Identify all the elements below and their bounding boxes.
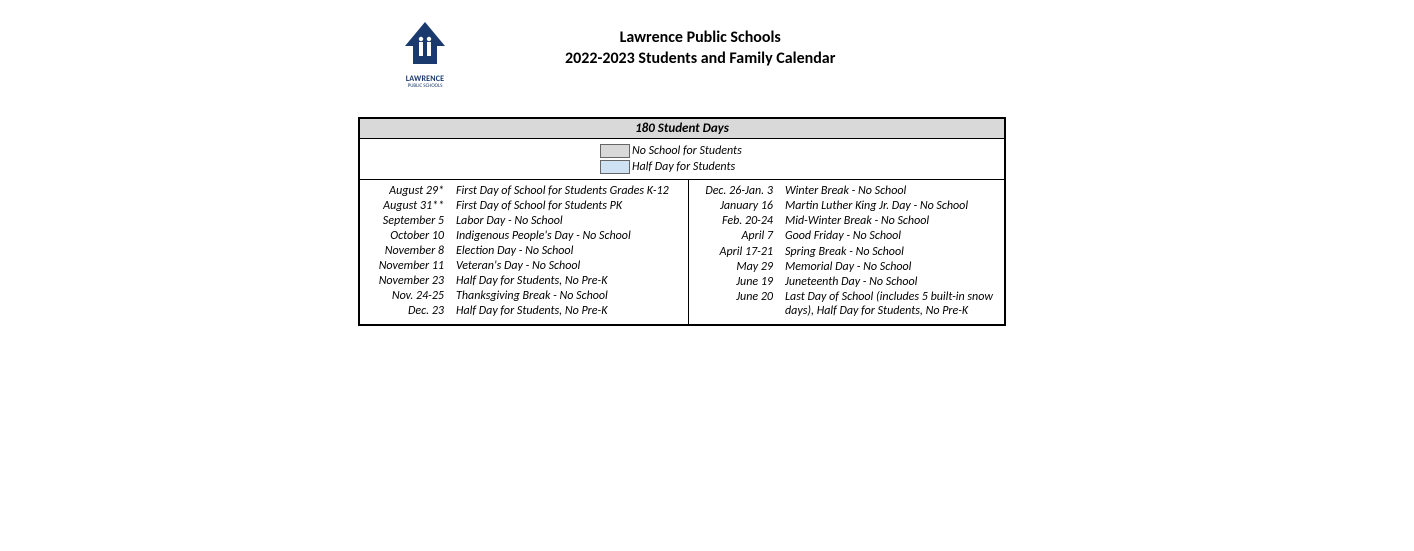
event-description: Thanksgiving Break - No School <box>456 289 684 303</box>
logo-icon <box>401 20 449 72</box>
event-description: Good Friday - No School <box>785 229 1000 243</box>
event-date: October 10 <box>364 229 456 243</box>
district-logo: LAWRENCE PUBLIC SCHOOLS <box>395 20 455 89</box>
legend-no-school-label: No School for Students <box>632 144 742 158</box>
event-description: Half Day for Students, No Pre-K <box>456 304 684 318</box>
legend-no-school: No School for Students <box>360 143 1004 159</box>
event-description: Martin Luther King Jr. Day - No School <box>785 199 1000 213</box>
legend-half-day: Half Day for Students <box>360 159 1004 175</box>
event-date: September 5 <box>364 214 456 228</box>
event-description: First Day of School for Students Grades … <box>456 184 684 198</box>
event-date: Dec. 26-Jan. 3 <box>693 184 785 198</box>
event-date: June 19 <box>693 275 785 289</box>
event-date: November 11 <box>364 259 456 273</box>
calendar-document: LAWRENCE PUBLIC SCHOOLS Lawrence Public … <box>0 20 1414 326</box>
event-description: Mid-Winter Break - No School <box>785 214 1000 228</box>
calendar-table: 180 Student Days No School for Students … <box>358 117 1006 326</box>
event-date: November 8 <box>364 244 456 258</box>
event-description: Election Day - No School <box>456 244 684 258</box>
event-description: Labor Day - No School <box>456 214 684 228</box>
org-name: Lawrence Public Schools <box>565 28 835 47</box>
event-description: Juneteenth Day - No School <box>785 275 1000 289</box>
event-date: June 20 <box>693 290 785 318</box>
event-date: May 29 <box>693 260 785 274</box>
event-date: April 17-21 <box>693 245 785 259</box>
document-header: LAWRENCE PUBLIC SCHOOLS Lawrence Public … <box>395 20 1414 89</box>
events-left-column: August 29*First Day of School for Studen… <box>360 180 689 324</box>
event-date: November 23 <box>364 274 456 288</box>
event-description: Half Day for Students, No Pre-K <box>456 274 684 288</box>
event-description: First Day of School for Students PK <box>456 199 684 213</box>
swatch-half-day <box>600 160 630 174</box>
legend: No School for Students Half Day for Stud… <box>360 139 1004 180</box>
event-description: Spring Break - No School <box>785 245 1000 259</box>
event-description: Veteran's Day - No School <box>456 259 684 273</box>
doc-subtitle: 2022-2023 Students and Family Calendar <box>565 49 835 68</box>
event-date: April 7 <box>693 229 785 243</box>
events-grid: August 29*First Day of School for Studen… <box>360 180 1004 324</box>
event-date: Feb. 20-24 <box>693 214 785 228</box>
logo-subtext: PUBLIC SCHOOLS <box>395 83 455 89</box>
title-block: Lawrence Public Schools 2022-2023 Studen… <box>565 20 835 68</box>
event-date: August 31** <box>364 199 456 213</box>
events-right-column: Dec. 26-Jan. 3Winter Break - No SchoolJa… <box>689 180 1004 324</box>
event-date: August 29* <box>364 184 456 198</box>
event-date: Nov. 24-25 <box>364 289 456 303</box>
event-description: Winter Break - No School <box>785 184 1000 198</box>
event-date: January 16 <box>693 199 785 213</box>
event-description: Indigenous People's Day - No School <box>456 229 684 243</box>
swatch-no-school <box>600 144 630 158</box>
student-days-banner: 180 Student Days <box>360 119 1004 139</box>
event-description: Memorial Day - No School <box>785 260 1000 274</box>
event-description: Last Day of School (includes 5 built-in … <box>785 290 1000 318</box>
event-date: Dec. 23 <box>364 304 456 318</box>
legend-half-day-label: Half Day for Students <box>632 160 735 174</box>
